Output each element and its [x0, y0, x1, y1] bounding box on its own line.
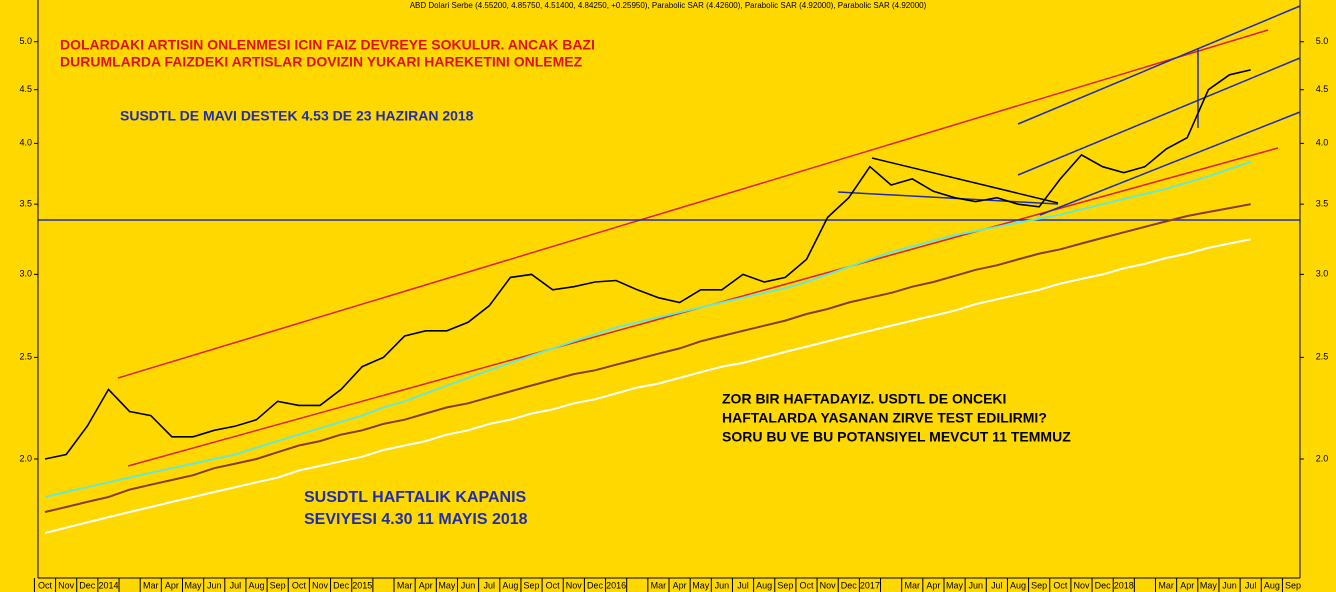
x-tick-label: Jun: [461, 580, 476, 590]
y-tick-label: 2.0: [1316, 453, 1329, 463]
x-tick-label: Nov: [58, 580, 75, 590]
x-tick-label: Dec: [1095, 580, 1112, 590]
x-tick-label: Apr: [165, 580, 179, 590]
annotation: DURUMLARDA FAIZDEKI ARTISLAR DOVIZIN YUK…: [60, 54, 583, 70]
y-tick-label: 5.0: [1316, 36, 1329, 46]
annotation: SUSDTL HAFTALIK KAPANIS: [304, 489, 527, 506]
x-tick-label: Dec: [587, 580, 604, 590]
y-tick-label: 3.5: [19, 199, 32, 209]
series-line: [44, 238, 1251, 534]
x-tick-label: May: [692, 580, 710, 590]
x-tick-label: Mar: [397, 580, 413, 590]
x-tick-label: Apr: [926, 580, 940, 590]
y-tick-label: 2.5: [1316, 352, 1329, 362]
y-tick-label: 4.5: [19, 84, 32, 94]
x-tick-label: Aug: [1010, 580, 1026, 590]
x-tick-label: Apr: [419, 580, 433, 590]
x-tick-label: Oct: [546, 580, 561, 590]
x-tick-label: May: [1200, 580, 1218, 590]
x-tick-label: 2015: [352, 580, 372, 590]
x-tick-label: Dec: [79, 580, 96, 590]
x-tick-label: Oct: [38, 580, 53, 590]
x-tick-label: Nov: [1073, 580, 1090, 590]
x-tick-label: Mar: [905, 580, 921, 590]
x-tick-label: Sep: [524, 580, 540, 590]
x-tick-label: Sep: [1285, 580, 1301, 590]
x-tick-label: Nov: [312, 580, 329, 590]
x-tick-label: 2016: [606, 580, 626, 590]
x-tick-label: Jul: [483, 580, 495, 590]
series-line: [44, 69, 1251, 460]
series-line: [44, 203, 1251, 513]
annotation: SORU BU VE BU POTANSIYEL MEVCUT 11 TEMMU…: [722, 429, 1071, 445]
x-tick-label: Mar: [1158, 580, 1174, 590]
annotation: DOLARDAKI ARTISIN ONLENMESI ICIN FAIZ DE…: [60, 37, 595, 53]
x-tick-label: Sep: [1031, 580, 1047, 590]
x-tick-label: May: [946, 580, 964, 590]
x-tick-label: May: [438, 580, 456, 590]
y-tick-label: 3.0: [1316, 269, 1329, 279]
annotation: ZOR BIR HAFTADAYIZ. USDTL DE ONCEKI: [722, 391, 1006, 407]
x-tick-label: Aug: [756, 580, 772, 590]
x-tick-label: Jul: [737, 580, 749, 590]
x-tick-label: Jul: [991, 580, 1003, 590]
x-tick-label: Jul: [1245, 580, 1257, 590]
x-tick-label: Sep: [777, 580, 793, 590]
x-tick-label: Aug: [1264, 580, 1280, 590]
y-tick-label: 5.0: [19, 36, 32, 46]
x-tick-label: Jun: [968, 580, 983, 590]
y-tick-label: 2.0: [19, 453, 32, 463]
x-tick-label: 2017: [860, 580, 880, 590]
x-tick-label: Aug: [249, 580, 265, 590]
x-tick-label: Mar: [143, 580, 159, 590]
x-tick-label: Aug: [502, 580, 518, 590]
x-tick-label: Apr: [673, 580, 687, 590]
chart-title: ABD Dolari Serbe (4.55200, 4.85750, 4.51…: [410, 1, 927, 10]
x-tick-label: 2018: [1114, 580, 1134, 590]
x-tick-label: Sep: [270, 580, 286, 590]
x-tick-label: Jun: [1222, 580, 1237, 590]
x-tick-label: Jun: [715, 580, 730, 590]
series-line: [44, 160, 1252, 498]
x-tick-label: Jul: [230, 580, 242, 590]
y-tick-label: 3.5: [1316, 199, 1329, 209]
y-tick-label: 4.5: [1316, 84, 1329, 94]
y-tick-label: 4.0: [1316, 138, 1329, 148]
y-tick-label: 2.5: [19, 352, 32, 362]
x-tick-label: Jun: [207, 580, 222, 590]
annotation: SEVIYESI 4.30 11 MAYIS 2018: [304, 511, 528, 528]
x-tick-label: 2014: [98, 580, 118, 590]
y-tick-label: 4.0: [19, 138, 32, 148]
x-tick-label: Dec: [841, 580, 858, 590]
x-tick-label: Oct: [1053, 580, 1068, 590]
x-tick-label: Apr: [1180, 580, 1194, 590]
x-tick-label: Oct: [292, 580, 307, 590]
x-tick-label: May: [185, 580, 203, 590]
y-tick-label: 3.0: [19, 269, 32, 279]
x-tick-label: Nov: [566, 580, 583, 590]
annotation: SUSDTL DE MAVI DESTEK 4.53 DE 23 HAZIRAN…: [120, 108, 474, 124]
x-tick-label: Nov: [820, 580, 837, 590]
x-tick-label: Oct: [799, 580, 814, 590]
annotation: HAFTALARDA YASANAN ZIRVE TEST EDILIRMI?: [722, 410, 1047, 426]
x-tick-label: Dec: [333, 580, 350, 590]
x-tick-label: Mar: [651, 580, 667, 590]
